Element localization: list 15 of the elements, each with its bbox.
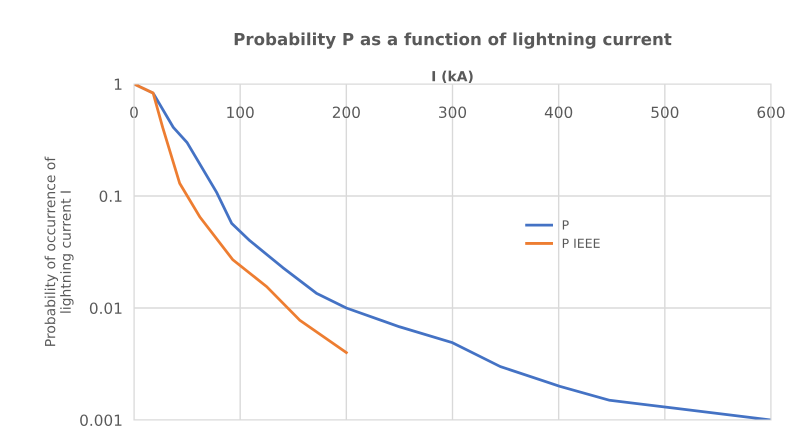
- y-tick-label: 0.1: [100, 190, 122, 202]
- x-axis-title: I (kA): [432, 70, 473, 84]
- x-tick-label: 100: [227, 106, 254, 118]
- legend-label: P: [562, 220, 569, 230]
- legend-label: P IEEE: [562, 238, 600, 248]
- y-axis-title: Probability of occurrence of lightning current I: [44, 156, 74, 346]
- x-tick-label: 400: [544, 106, 572, 118]
- chart-title: Probability P as a function of lightning current: [234, 32, 672, 49]
- y-tick-label: 1: [114, 78, 122, 90]
- y-tick-label: 0.01: [90, 302, 122, 314]
- x-tick-label: 300: [439, 106, 466, 118]
- y-tick-label: 0.001: [80, 414, 122, 426]
- x-tick-label: 600: [757, 106, 785, 118]
- x-tick-label: 500: [651, 106, 678, 118]
- x-tick-label: 200: [332, 106, 360, 118]
